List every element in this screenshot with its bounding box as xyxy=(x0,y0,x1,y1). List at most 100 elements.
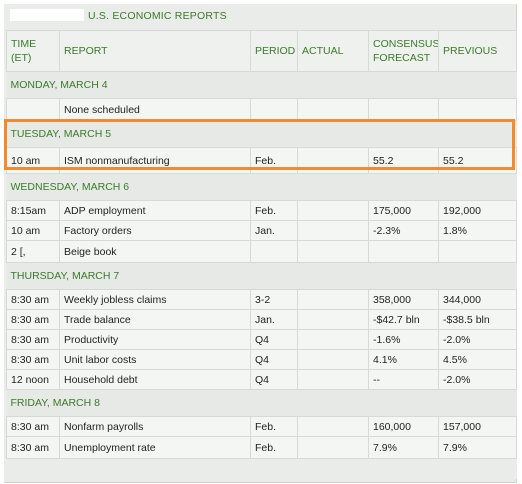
day-header-row: MONDAY, MARCH 4 xyxy=(6,71,517,99)
cell-consensus xyxy=(368,98,439,121)
cell-report: ISM nonmanufacturing xyxy=(59,147,251,174)
table-footer-spacer xyxy=(6,458,517,479)
cell-period: Feb. xyxy=(250,200,298,221)
cell-actual xyxy=(297,220,369,241)
table-row: 8:30 am Unit labor costs Q4 4.1% 4.5% xyxy=(6,349,517,370)
cell-consensus xyxy=(368,240,439,263)
column-header-period: PERIOD xyxy=(250,30,298,72)
cell-actual xyxy=(297,240,369,263)
cell-consensus: -1.6% xyxy=(368,329,439,350)
footer-spacer-cell xyxy=(6,458,517,479)
cell-actual xyxy=(297,98,369,121)
cell-period: Jan. xyxy=(250,220,298,241)
cell-actual xyxy=(297,369,369,390)
cell-previous: 55.2 xyxy=(438,147,517,174)
cell-consensus: 160,000 xyxy=(368,416,439,437)
cell-previous: 1.8% xyxy=(438,220,517,241)
cell-previous: -2.0% xyxy=(438,329,517,350)
day-header: TUESDAY, MARCH 5 xyxy=(6,120,517,148)
cell-time: 8:30 am xyxy=(6,416,60,437)
cell-report: None scheduled xyxy=(59,98,251,121)
reports-table: TIME (ET) REPORT PERIOD ACTUAL CONSENSUS… xyxy=(6,30,517,479)
cell-period xyxy=(250,240,298,263)
cell-previous: 4.5% xyxy=(438,349,517,370)
day-header-row: TUESDAY, MARCH 5 xyxy=(6,120,517,148)
day-header-row: THURSDAY, MARCH 7 xyxy=(6,262,517,290)
table-row: 8:30 am Trade balance Jan. -$42.7 bln -$38.5… xyxy=(6,309,517,330)
redacted-label xyxy=(10,9,84,21)
panel-title-bar: U.S. ECONOMIC REPORTS xyxy=(4,4,516,26)
cell-actual xyxy=(297,329,369,350)
cell-report: Unit labor costs xyxy=(59,349,251,370)
cell-period: Q4 xyxy=(250,349,298,370)
cell-time xyxy=(6,98,60,121)
cell-report: Nonfarm payrolls xyxy=(59,416,251,437)
day-header: MONDAY, MARCH 4 xyxy=(6,71,517,99)
table-row: 8:30 am Unemployment rate Feb. 7.9% 7.9% xyxy=(6,436,517,459)
column-header-consensus: CONSENSUS FORECAST xyxy=(368,30,439,72)
cell-previous: 157,000 xyxy=(438,416,517,437)
cell-consensus: 4.1% xyxy=(368,349,439,370)
column-header-time: TIME (ET) xyxy=(6,30,60,72)
cell-time: 8:30 am xyxy=(6,329,60,350)
cell-period xyxy=(250,98,298,121)
table-row: 10 am Factory orders Jan. -2.3% 1.8% xyxy=(6,220,517,241)
cell-previous: 192,000 xyxy=(438,200,517,221)
table-header-row: TIME (ET) REPORT PERIOD ACTUAL CONSENSUS… xyxy=(6,30,517,72)
cell-report: Factory orders xyxy=(59,220,251,241)
cell-consensus: 7.9% xyxy=(368,436,439,459)
table-row: 2 [, Beige book xyxy=(6,240,517,263)
cell-time: 2 [, xyxy=(6,240,60,263)
cell-previous: -$38.5 bln xyxy=(438,309,517,330)
cell-report: Unemployment rate xyxy=(59,436,251,459)
cell-report: Trade balance xyxy=(59,309,251,330)
day-header-row: FRIDAY, MARCH 8 xyxy=(6,389,517,417)
table-row: 8:30 am Nonfarm payrolls Feb. 160,000 157,00… xyxy=(6,416,517,437)
cell-period: Feb. xyxy=(250,147,298,174)
cell-actual xyxy=(297,289,369,310)
cell-consensus: 55.2 xyxy=(368,147,439,174)
cell-time: 8:30 am xyxy=(6,349,60,370)
cell-consensus: 175,000 xyxy=(368,200,439,221)
cell-period: Q4 xyxy=(250,369,298,390)
cell-consensus: -2.3% xyxy=(368,220,439,241)
table-row: 8:30 am Productivity Q4 -1.6% -2.0% xyxy=(6,329,517,350)
cell-time: 8:15am xyxy=(6,200,60,221)
cell-previous xyxy=(438,240,517,263)
consensus-label-line1: CONSENSUS xyxy=(373,38,439,50)
cell-actual xyxy=(297,309,369,330)
panel-title: U.S. ECONOMIC REPORTS xyxy=(88,10,227,22)
day-header: FRIDAY, MARCH 8 xyxy=(6,389,517,417)
cell-report: Household debt xyxy=(59,369,251,390)
cell-period: Jan. xyxy=(250,309,298,330)
consensus-label-line2: FORECAST xyxy=(373,52,431,64)
cell-actual xyxy=(297,349,369,370)
cell-consensus: -$42.7 bln xyxy=(368,309,439,330)
cell-report: Productivity xyxy=(59,329,251,350)
cell-time: 12 noon xyxy=(6,369,60,390)
economic-reports-panel: U.S. ECONOMIC REPORTS TIME (ET) REPORT P… xyxy=(4,4,517,483)
cell-time: 10 am xyxy=(6,147,60,174)
day-header: THURSDAY, MARCH 7 xyxy=(6,262,517,290)
table-row: 8:30 am Weekly jobless claims 3-2 358,000 34… xyxy=(6,289,517,310)
column-header-actual: ACTUAL xyxy=(297,30,369,72)
cell-time: 8:30 am xyxy=(6,289,60,310)
cell-actual xyxy=(297,436,369,459)
cell-previous: -2.0% xyxy=(438,369,517,390)
column-header-report: REPORT xyxy=(59,30,251,72)
table-row: 12 noon Household debt Q4 -- -2.0% xyxy=(6,369,517,390)
time-label: TIME xyxy=(11,38,37,50)
cell-actual xyxy=(297,147,369,174)
table-row: 10 am ISM nonmanufacturing Feb. 55.2 55.2 xyxy=(6,147,517,174)
day-header-row: WEDNESDAY, MARCH 6 xyxy=(6,173,517,201)
cell-actual xyxy=(297,416,369,437)
cell-time: 8:30 am xyxy=(6,436,60,459)
table-row: 8:15am ADP employment Feb. 175,000 192,000 xyxy=(6,200,517,221)
cell-consensus: -- xyxy=(368,369,439,390)
cell-previous xyxy=(438,98,517,121)
cell-period: Feb. xyxy=(250,436,298,459)
cell-period: Q4 xyxy=(250,329,298,350)
cell-report: Beige book xyxy=(59,240,251,263)
cell-previous: 7.9% xyxy=(438,436,517,459)
cell-time: 8:30 am xyxy=(6,309,60,330)
